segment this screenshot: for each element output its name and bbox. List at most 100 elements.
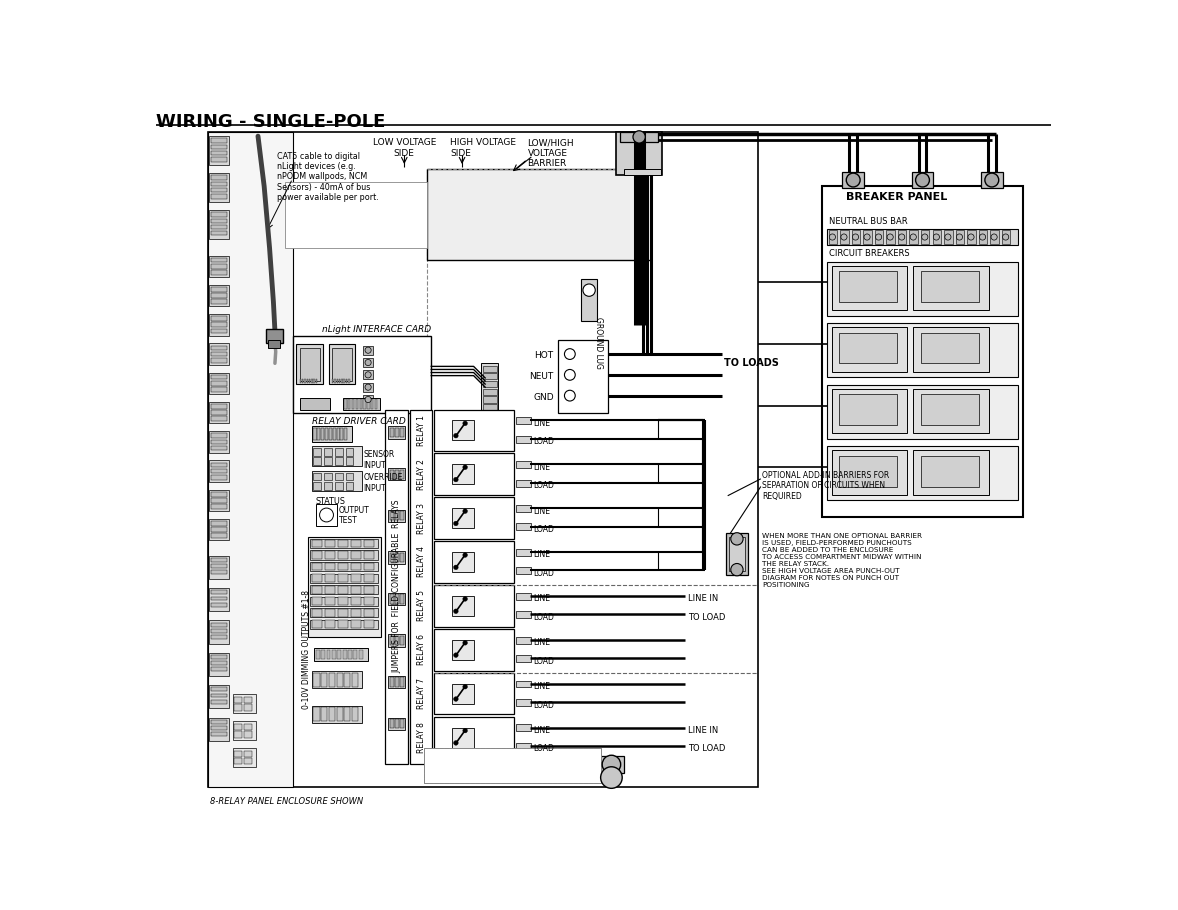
Bar (483, 373, 497, 379)
Bar (312, 562, 322, 571)
Bar (981, 172, 1002, 187)
Bar (516, 724, 531, 732)
Bar (211, 218, 227, 223)
Text: OVERRIDE
INPUT: OVERRIDE INPUT (364, 473, 403, 493)
Bar (840, 394, 898, 425)
Bar (310, 620, 378, 629)
Bar (364, 370, 373, 379)
Bar (292, 337, 431, 413)
Bar (310, 562, 378, 571)
Bar (452, 596, 474, 616)
Bar (211, 446, 227, 450)
Bar (388, 510, 405, 522)
Circle shape (979, 234, 986, 240)
Bar (210, 136, 229, 166)
Circle shape (730, 563, 743, 576)
Bar (211, 693, 227, 697)
Bar (324, 457, 332, 465)
Bar (234, 732, 241, 737)
Bar (211, 231, 227, 236)
Bar (332, 650, 336, 659)
Bar (434, 717, 515, 758)
Bar (827, 228, 1018, 246)
Bar (600, 756, 623, 773)
Bar (726, 532, 748, 575)
Text: BREAKER PANEL: BREAKER PANEL (846, 192, 947, 202)
Bar (395, 719, 399, 728)
Bar (424, 748, 601, 783)
Bar (516, 612, 531, 618)
Bar (351, 562, 362, 571)
Bar (827, 385, 1018, 439)
Bar (310, 597, 378, 606)
Bar (338, 597, 348, 605)
Bar (388, 592, 405, 605)
Circle shape (846, 173, 860, 187)
Bar (390, 511, 393, 521)
Circle shape (463, 509, 468, 513)
Circle shape (863, 234, 871, 240)
Bar (211, 655, 227, 659)
Bar (452, 420, 474, 440)
Bar (390, 594, 393, 603)
Bar (325, 609, 335, 617)
Bar (351, 574, 362, 582)
Text: LINE IN: LINE IN (688, 594, 717, 603)
Bar (211, 662, 227, 665)
Bar (210, 210, 229, 239)
Bar (300, 398, 330, 410)
Bar (863, 230, 872, 244)
Bar (832, 327, 907, 372)
Bar (210, 460, 229, 482)
Bar (351, 621, 362, 628)
Text: RELAY 5: RELAY 5 (417, 591, 425, 622)
Bar (364, 574, 375, 582)
Bar (344, 399, 346, 409)
Bar (364, 358, 373, 367)
Text: OPTIONAL ADD-IN BARRIERS FOR
SEPARATION OF CIRCUITS WHEN
REQUIRED: OPTIONAL ADD-IN BARRIERS FOR SEPARATION … (762, 471, 889, 500)
Bar (395, 470, 399, 479)
Bar (921, 456, 979, 487)
Bar (337, 379, 338, 382)
Bar (344, 672, 350, 687)
Bar (304, 379, 306, 382)
Bar (921, 332, 979, 363)
Bar (1001, 230, 1011, 244)
Bar (211, 571, 227, 574)
Bar (325, 562, 335, 571)
Bar (822, 187, 1023, 517)
Circle shape (365, 347, 371, 353)
Bar (211, 533, 227, 538)
Bar (516, 436, 531, 442)
Bar (348, 650, 352, 659)
Bar (840, 230, 848, 244)
Text: HOT: HOT (535, 351, 554, 360)
Bar (326, 650, 330, 659)
Circle shape (365, 372, 371, 378)
Circle shape (601, 767, 622, 788)
Bar (364, 399, 366, 409)
Bar (329, 428, 332, 440)
Bar (364, 609, 375, 617)
Bar (309, 379, 310, 382)
Bar (338, 551, 348, 559)
Bar (827, 447, 1018, 501)
Circle shape (968, 234, 974, 240)
Bar (390, 636, 393, 645)
Bar (338, 586, 348, 593)
Bar (620, 132, 659, 142)
Bar (351, 597, 362, 605)
Bar (832, 266, 907, 310)
Bar (434, 629, 515, 671)
Bar (211, 404, 227, 409)
Bar (582, 278, 597, 321)
Bar (827, 262, 1018, 316)
Bar (828, 230, 838, 244)
Text: 0-10V DIMMING OUTPUTS #1-8: 0-10V DIMMING OUTPUTS #1-8 (302, 591, 311, 710)
Bar (516, 549, 531, 556)
Bar (352, 672, 358, 687)
Circle shape (463, 684, 468, 689)
Bar (516, 567, 531, 574)
Bar (395, 636, 399, 645)
Text: LOAD: LOAD (532, 701, 554, 710)
